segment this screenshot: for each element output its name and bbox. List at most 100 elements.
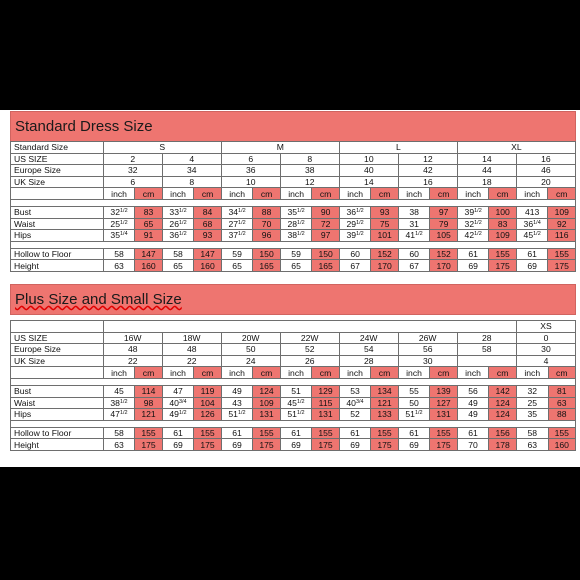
- cm-value-cell: 70: [252, 217, 281, 231]
- measurement-row: Waist 251/2 65 261/2 68 271/2 70 281/2 72 291/2 75…: [10, 217, 576, 231]
- fraction-inches: 1/2: [119, 398, 128, 405]
- fraction-inches: 1/2: [356, 219, 364, 226]
- inch-value-cell: 59: [279, 247, 313, 261]
- spacer-cell: [10, 377, 576, 386]
- cm-value-cell: 142: [488, 384, 517, 398]
- cm-value-cell: 91: [134, 229, 163, 242]
- inch-value-cell: 321/2: [456, 217, 490, 231]
- xs-group-header: XS: [515, 320, 577, 333]
- cm-value-cell: 116: [547, 229, 576, 242]
- inch-value-cell: 69: [397, 438, 431, 451]
- unit-inch-cell: inch: [338, 187, 372, 200]
- inch-value-cell: 58: [102, 426, 136, 440]
- spacer-cell: [10, 198, 576, 207]
- cm-value-cell: 124: [488, 408, 517, 421]
- inch-value-cell: 341/2: [220, 205, 254, 219]
- inch-value-cell: 403/4: [161, 396, 195, 410]
- size-value-cell: 58: [456, 343, 517, 356]
- measurement-row: Height 63 160 65 160 65 165 65 165 67 170 67 170 69 17…: [10, 259, 576, 272]
- measurement-label: Height: [10, 438, 104, 451]
- cm-value-cell: 109: [252, 396, 281, 410]
- size-value-cell: 10: [338, 152, 399, 166]
- size-value-cell: 10: [220, 175, 281, 189]
- cm-value-cell: 175: [134, 438, 163, 451]
- size-row: UK Size 6 8 10 12 14 16 18 20: [10, 175, 577, 189]
- inch-value-cell: 391/2: [338, 229, 372, 242]
- cm-value-cell: 93: [193, 229, 222, 242]
- inch-value-cell: 421/2: [456, 229, 490, 242]
- plus-section-title: Plus Size and Small Size: [15, 291, 182, 308]
- cm-value-cell: 90: [311, 205, 340, 219]
- inch-value-cell: 52: [338, 408, 372, 421]
- cm-value-cell: 170: [370, 259, 399, 272]
- fraction-inches: 1/2: [297, 219, 305, 226]
- cm-value-cell: 165: [311, 259, 340, 272]
- inch-value-cell: 291/2: [338, 217, 372, 231]
- inch-value-cell: 51: [279, 384, 313, 398]
- cm-value-cell: 63: [547, 396, 577, 410]
- cm-value-cell: 175: [252, 438, 281, 451]
- unit-row-label: [10, 187, 104, 200]
- cm-value-cell: 121: [134, 408, 163, 421]
- unit-cm-cell: cm: [134, 187, 163, 200]
- size-row: Europe Size 32 34 36 38 40 42 44 46: [10, 164, 577, 177]
- fraction-inches: 1/2: [414, 410, 423, 417]
- size-chart-sheet: Standard Dress Size Standard Size S M L XL US…: [0, 110, 580, 467]
- whole-inches: 51: [228, 409, 238, 420]
- size-value-cell: 4: [515, 354, 577, 368]
- unit-cm-cell: cm: [370, 187, 399, 200]
- cm-value-cell: 68: [193, 217, 222, 231]
- inch-value-cell: 61: [279, 426, 313, 440]
- size-row: UK Size 22 22 24 26 28 30 4: [10, 354, 577, 368]
- fraction-inches: 1/2: [297, 231, 305, 238]
- cm-value-cell: 139: [429, 384, 458, 398]
- whole-inches: 28: [287, 218, 298, 229]
- unit-inch-cell: inch: [279, 187, 313, 200]
- unit-inch-cell: inch: [456, 366, 490, 379]
- inch-value-cell: 69: [338, 438, 372, 451]
- cm-value-cell: 155: [311, 426, 340, 440]
- inch-value-cell: 32: [515, 384, 549, 398]
- size-value-cell: 48: [161, 343, 222, 356]
- cm-value-cell: 100: [488, 205, 517, 219]
- inch-value-cell: 31: [397, 217, 431, 231]
- measurement-label: Hollow to Floor: [10, 426, 104, 440]
- measurement-row: Hips 351/4 91 361/2 93 371/2 96 381/2 97 391/2 101…: [10, 229, 576, 242]
- measurement-label: Waist: [10, 396, 104, 410]
- inch-value-cell: 58: [161, 247, 195, 261]
- unit-cm-cell: cm: [488, 366, 517, 379]
- cm-value-cell: 98: [134, 396, 163, 410]
- cm-value-cell: 119: [193, 384, 222, 398]
- whole-inches: 40: [169, 397, 179, 408]
- measurement-row: Bust 321/2 83 331/2 84 341/2 88 351/2 90 361/2 93 3…: [10, 205, 576, 219]
- fraction-inches: 1/2: [237, 410, 246, 417]
- cm-value-cell: 152: [429, 247, 458, 261]
- spacer-row: [10, 377, 576, 386]
- unit-cm-cell: cm: [252, 187, 281, 200]
- cm-value-cell: 88: [252, 205, 281, 219]
- cm-value-cell: 101: [370, 229, 399, 242]
- inch-value-cell: 70: [456, 438, 490, 451]
- fraction-inches: 1/2: [296, 410, 305, 417]
- whole-inches: 33: [169, 207, 179, 218]
- cm-value-cell: 155: [134, 426, 163, 440]
- cm-value-cell: 160: [547, 438, 577, 451]
- inch-value-cell: 413: [515, 205, 549, 219]
- unit-inch-cell: inch: [102, 366, 136, 379]
- size-value-cell: 42: [397, 164, 458, 177]
- size-row-label: UK Size: [10, 175, 104, 189]
- cm-value-cell: 65: [134, 217, 163, 231]
- cm-value-cell: 115: [311, 396, 340, 410]
- cm-value-cell: 96: [252, 229, 281, 242]
- inch-value-cell: 381/2: [102, 396, 136, 410]
- inch-value-cell: 371/2: [220, 229, 254, 242]
- unit-inch-cell: inch: [161, 366, 195, 379]
- fraction-inches: 1/4: [119, 231, 128, 238]
- whole-inches: 47: [110, 409, 120, 420]
- inch-value-cell: 471/2: [102, 408, 136, 421]
- inch-value-cell: 61: [397, 426, 431, 440]
- cm-value-cell: 84: [193, 205, 222, 219]
- size-group-s: S: [102, 141, 222, 154]
- unit-inch-cell: inch: [456, 187, 490, 200]
- measurement-label: Bust: [10, 384, 104, 398]
